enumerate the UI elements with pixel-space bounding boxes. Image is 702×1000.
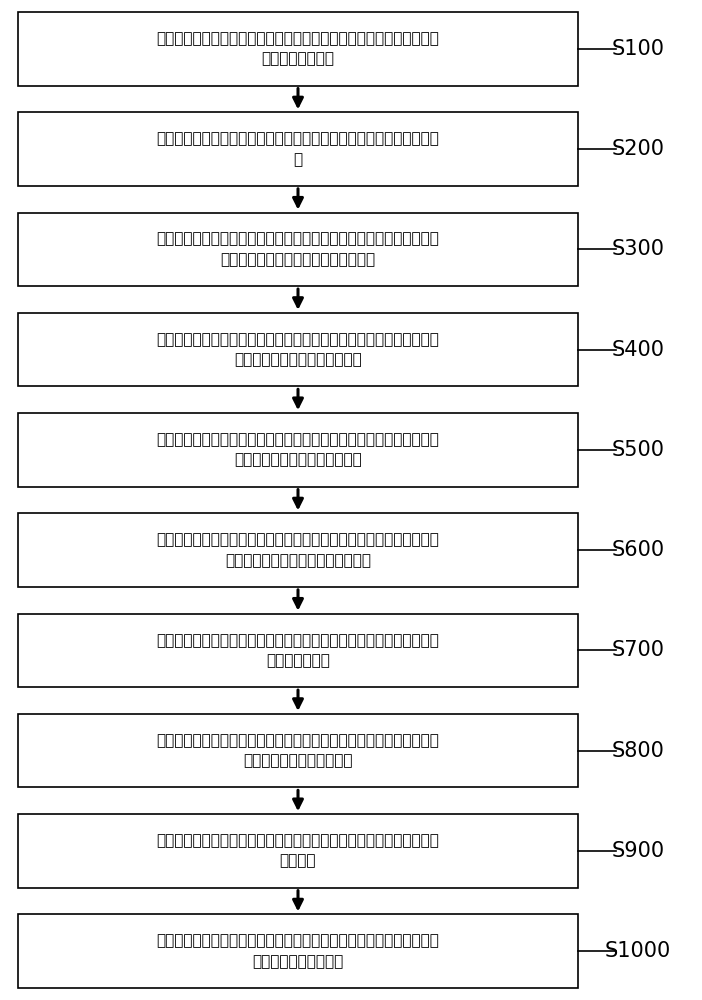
- Text: 通过所述第一图像采集装置获得第一图像，其中，所述第一图像为包括
第一工装位的图像: 通过所述第一图像采集装置获得第一图像，其中，所述第一图像为包括 第一工装位的图像: [157, 31, 439, 67]
- Text: 获得第一产品的信息，其中，所述第一产品为当前进行注射针加工的产
品: 获得第一产品的信息，其中，所述第一产品为当前进行注射针加工的产 品: [157, 131, 439, 167]
- Text: S100: S100: [611, 39, 665, 59]
- Text: 通过所述第一图像采集装置获得第二图像，其中，所述第二图像为包括
所述第一工装位无产品时的图像: 通过所述第一图像采集装置获得第二图像，其中，所述第二图像为包括 所述第一工装位无…: [157, 332, 439, 367]
- Text: S300: S300: [611, 239, 665, 259]
- Text: 根据所述第二图像和所述第一产品特征，进行区别特征提取，基于区别
特征提取结果获得第一卷积特征: 根据所述第二图像和所述第一产品特征，进行区别特征提取，基于区别 特征提取结果获得…: [157, 432, 439, 468]
- Text: 获得第一图像分割指令，根据所述第一图像分割指令对所述第一图像进
行图像分割，获得第一图像分割结果: 获得第一图像分割指令，根据所述第一图像分割指令对所述第一图像进 行图像分割，获得…: [157, 532, 439, 568]
- Bar: [18, 112, 578, 186]
- Text: S900: S900: [611, 841, 665, 861]
- Text: 基于所述第一卷积特征对所述第一图像分割结果进行特征遍历，获得第
一特征遍历结果: 基于所述第一卷积特征对所述第一图像分割结果进行特征遍历，获得第 一特征遍历结果: [157, 633, 439, 668]
- Text: 根据所述第一计数指令，通过所述第一计数装置对所述第一工装位存在
所述第一产品进行计数: 根据所述第一计数指令，通过所述第一计数装置对所述第一工装位存在 所述第一产品进行…: [157, 933, 439, 969]
- Text: S800: S800: [611, 741, 664, 761]
- Bar: [18, 513, 578, 587]
- Bar: [18, 714, 578, 787]
- Text: 基于所述第一特征遍历结果对所述第一图像中是否存在所述第一产品进
行判断，获得第一判断结果: 基于所述第一特征遍历结果对所述第一图像中是否存在所述第一产品进 行判断，获得第一…: [157, 733, 439, 768]
- Text: S500: S500: [611, 440, 665, 460]
- Text: S600: S600: [611, 540, 665, 560]
- Bar: [18, 814, 578, 888]
- Text: S200: S200: [611, 139, 665, 159]
- Text: 当所述第一判断结果为所述第一图像中包含所述第一产品时，获得第一
计数指令: 当所述第一判断结果为所述第一图像中包含所述第一产品时，获得第一 计数指令: [157, 833, 439, 869]
- Text: 获得第一特征提取指令，根据所述第一特征提取指令对所述第一产品进
行产品的特征提取，获得第一产品特征: 获得第一特征提取指令，根据所述第一特征提取指令对所述第一产品进 行产品的特征提取…: [157, 232, 439, 267]
- Bar: [18, 614, 578, 687]
- Bar: [18, 914, 578, 988]
- Text: S1000: S1000: [605, 941, 671, 961]
- Text: S700: S700: [611, 640, 665, 660]
- Text: S400: S400: [611, 340, 665, 360]
- Bar: [18, 213, 578, 286]
- Bar: [18, 413, 578, 487]
- Bar: [18, 313, 578, 386]
- Bar: [18, 12, 578, 86]
